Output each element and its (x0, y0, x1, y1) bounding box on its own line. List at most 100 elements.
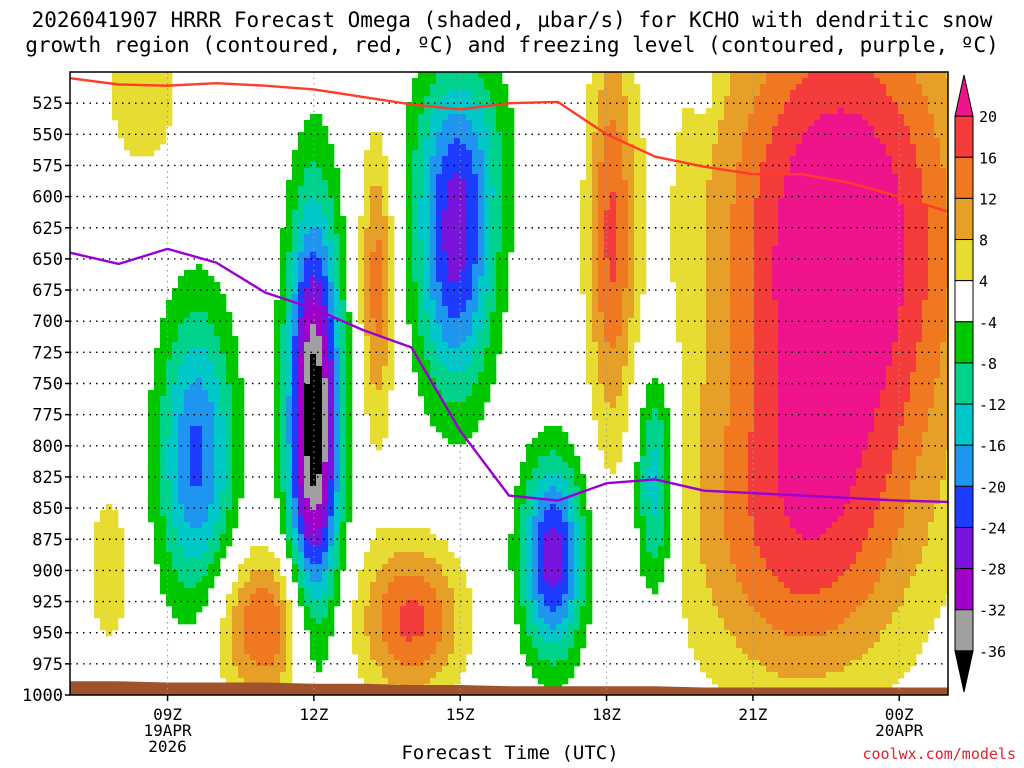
heatmap-cell (418, 666, 425, 673)
heatmap-cell (616, 372, 623, 379)
heatmap-cell (454, 378, 461, 385)
heatmap-cell (568, 672, 575, 679)
heatmap-cell (208, 450, 215, 457)
heatmap-cell (496, 228, 503, 235)
heatmap-cell (622, 222, 629, 229)
heatmap-cell (364, 390, 371, 397)
heatmap-cell (292, 348, 299, 355)
heatmap-cell (298, 504, 305, 511)
heatmap-cell (544, 492, 551, 499)
heatmap-cell (430, 246, 437, 253)
heatmap-cell (484, 78, 491, 85)
heatmap-cell (256, 582, 263, 589)
heatmap-cell (160, 444, 167, 451)
heatmap-cell (364, 282, 371, 289)
heatmap-cell (376, 552, 383, 559)
heatmap-cell (412, 534, 419, 541)
heatmap-cell (250, 552, 257, 559)
heatmap-cell (382, 366, 389, 373)
heatmap-cell (208, 540, 215, 547)
heatmap-cell (154, 462, 161, 469)
heatmap-cell (442, 666, 449, 673)
heatmap-cell (532, 534, 539, 541)
heatmap-cell (616, 408, 623, 415)
heatmap-cell (592, 186, 599, 193)
heatmap-cell (556, 444, 563, 451)
heatmap-cell (148, 102, 155, 109)
heatmap-cell (352, 612, 359, 619)
heatmap-cell (394, 534, 401, 541)
heatmap-cell (220, 654, 227, 661)
heatmap-cell (328, 270, 335, 277)
heatmap-cell (316, 438, 323, 445)
heatmap-cell (154, 438, 161, 445)
heatmap-cell (364, 240, 371, 247)
heatmap-cell (376, 534, 383, 541)
heatmap-cell (178, 534, 185, 541)
heatmap-cell (346, 450, 353, 457)
heatmap-cell (196, 312, 203, 319)
heatmap-cell (424, 402, 431, 409)
heatmap-cell (340, 408, 347, 415)
heatmap-cell (148, 126, 155, 133)
heatmap-cell (286, 186, 293, 193)
heatmap-cell (610, 216, 617, 223)
heatmap-cell (472, 408, 479, 415)
heatmap-cell (388, 564, 395, 571)
heatmap-cell (118, 90, 125, 97)
heatmap-cell (478, 84, 485, 91)
heatmap-cell (448, 186, 455, 193)
heatmap-cell (496, 198, 503, 205)
heatmap-cell (592, 414, 599, 421)
heatmap-cell (178, 546, 185, 553)
heatmap-cell (154, 90, 161, 97)
heatmap-cell (178, 324, 185, 331)
heatmap-cell (472, 210, 479, 217)
heatmap-cell (172, 372, 179, 379)
heatmap-cell (172, 594, 179, 601)
heatmap-cell (262, 546, 269, 553)
heatmap-cell (658, 414, 665, 421)
heatmap-cell (610, 102, 617, 109)
heatmap-cell (580, 570, 587, 577)
heatmap-cell (580, 510, 587, 517)
heatmap-cell (646, 570, 653, 577)
heatmap-cell (310, 516, 317, 523)
heatmap-cell (274, 660, 281, 667)
heatmap-cell (364, 366, 371, 373)
heatmap-cell (220, 468, 227, 475)
heatmap-cell (166, 510, 173, 517)
heatmap-cell (328, 150, 335, 157)
heatmap-cell (616, 246, 623, 253)
heatmap-cell (400, 576, 407, 583)
heatmap-cell (634, 234, 641, 241)
heatmap-cell (310, 624, 317, 631)
heatmap-cell (436, 120, 443, 127)
heatmap-cell (628, 84, 635, 91)
heatmap-cell (298, 570, 305, 577)
heatmap-cell (172, 438, 179, 445)
heatmap-cell (112, 624, 119, 631)
heatmap-cell (574, 468, 581, 475)
heatmap-cell (226, 414, 233, 421)
heatmap-cell (454, 390, 461, 397)
heatmap-cell (430, 396, 437, 403)
heatmap-cell (178, 414, 185, 421)
heatmap-cell (424, 132, 431, 139)
heatmap-cell (142, 72, 149, 79)
heatmap-cell (172, 300, 179, 307)
heatmap-cell (370, 558, 377, 565)
heatmap-cell (640, 462, 647, 469)
heatmap-cell (466, 354, 473, 361)
heatmap-cell (580, 618, 587, 625)
heatmap-cell (292, 558, 299, 565)
heatmap-cell (364, 660, 371, 667)
heatmap-cell (202, 564, 209, 571)
heatmap-cell (298, 354, 305, 361)
heatmap-cell (664, 420, 671, 427)
heatmap-cell (604, 276, 611, 283)
heatmap-cell (280, 456, 287, 463)
heatmap-cell (418, 306, 425, 313)
heatmap-cell (448, 354, 455, 361)
heatmap-cell (124, 84, 131, 91)
